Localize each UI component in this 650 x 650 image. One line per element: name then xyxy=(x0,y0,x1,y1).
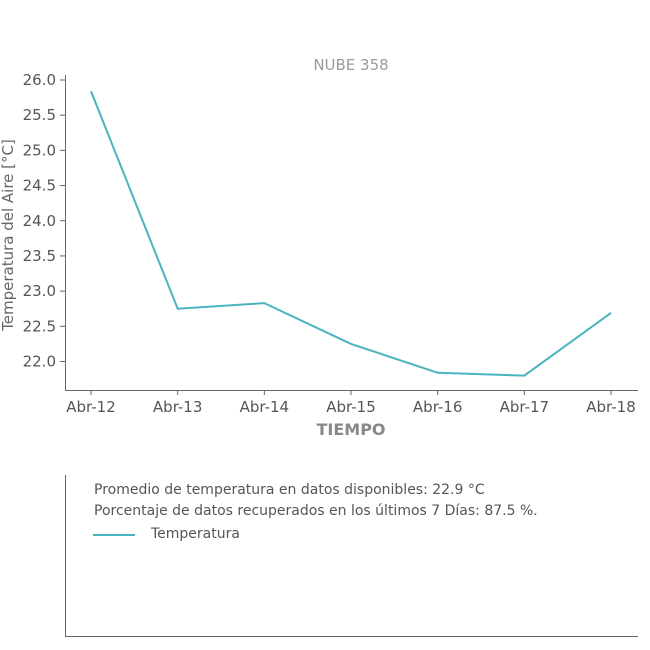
y-tick-label: 25.5 xyxy=(23,106,56,124)
x-tick-label: Abr-15 xyxy=(326,398,376,416)
x-ticks: Abr-12 Abr-13 Abr-14 Abr-15 Abr-16 Abr-17 Abr-… xyxy=(66,390,636,416)
y-axis-label: Temperatura del Aire [°C] xyxy=(0,139,17,332)
y-tick-label: 23.0 xyxy=(23,282,56,300)
chart-title: NUBE 358 xyxy=(313,56,388,74)
x-tick-label: Abr-17 xyxy=(500,398,550,416)
y-tick-label: 22.5 xyxy=(23,317,56,335)
y-tick-label: 24.0 xyxy=(23,212,56,230)
y-ticks: 22.0 22.5 23.0 23.5 24.0 24.5 25.0 25.5 26.0 xyxy=(23,71,65,371)
data-recovery-percentage-text: Porcentaje de datos recuperados en los ú… xyxy=(94,503,538,519)
x-tick-label: Abr-14 xyxy=(240,398,290,416)
legend-label-temperatura: Temperatura xyxy=(150,526,240,542)
x-tick-label: Abr-18 xyxy=(586,398,636,416)
series-line-temperatura xyxy=(90,90,612,377)
x-axis-label: TIEMPO xyxy=(316,420,385,439)
y-tick-label: 26.0 xyxy=(23,71,56,89)
x-tick-label: Abr-12 xyxy=(66,398,116,416)
x-tick-label: Abr-13 xyxy=(153,398,203,416)
x-tick-label: Abr-16 xyxy=(413,398,463,416)
average-temperature-text: Promedio de temperatura en datos disponi… xyxy=(94,482,485,498)
y-tick-label: 22.0 xyxy=(23,353,56,371)
y-tick-label: 24.5 xyxy=(23,177,56,195)
y-tick-label: 25.0 xyxy=(23,141,56,159)
y-tick-label: 23.5 xyxy=(23,247,56,265)
